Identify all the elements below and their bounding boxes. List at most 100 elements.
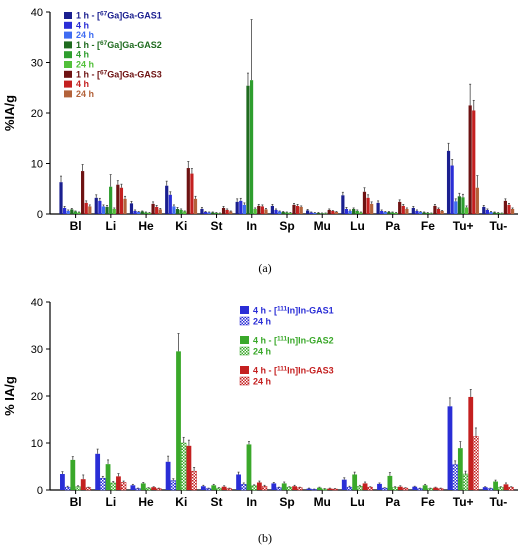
bar: [236, 474, 241, 490]
bar: [64, 486, 71, 491]
bar: [362, 483, 368, 490]
x-tick-label: He: [138, 219, 154, 233]
bar: [327, 209, 331, 214]
legend-label: 24 h: [253, 347, 271, 357]
panel-caption: (b): [258, 531, 272, 545]
bar: [276, 487, 282, 491]
bar: [447, 406, 453, 490]
bar: [412, 486, 418, 490]
bar: [151, 487, 157, 490]
bar: [200, 208, 204, 214]
bar: [489, 211, 493, 214]
bar: [454, 201, 458, 214]
bar: [433, 487, 438, 490]
legend-label: 4 h - [111In]In-GAS2: [253, 335, 334, 346]
y-axis-label: % IA/g: [2, 376, 17, 416]
bar: [508, 486, 514, 491]
bar: [216, 487, 222, 491]
bar: [181, 442, 187, 491]
bar: [313, 212, 317, 214]
bar: [324, 213, 328, 214]
bar: [147, 212, 152, 214]
bar: [260, 206, 264, 214]
bar: [292, 204, 296, 214]
bar: [205, 488, 212, 491]
bar: [468, 105, 472, 214]
x-tick-label: Mu: [314, 495, 331, 509]
bar: [352, 474, 358, 490]
bar: [81, 171, 85, 214]
bar: [344, 208, 349, 214]
legend-swatch: [64, 31, 72, 39]
bar: [392, 486, 398, 491]
bar: [211, 212, 215, 214]
bar: [221, 207, 226, 214]
bar: [274, 209, 278, 214]
bar: [390, 212, 395, 214]
bar: [503, 484, 509, 490]
y-tick-label: 0: [37, 485, 43, 497]
bar: [485, 209, 489, 214]
bar: [109, 186, 113, 214]
bar: [155, 206, 159, 214]
bar: [418, 211, 423, 214]
legend-label: 24 h: [253, 377, 271, 387]
bar: [306, 488, 312, 490]
bar: [200, 486, 206, 490]
x-tick-label: Tu+: [453, 495, 474, 509]
bar: [85, 487, 92, 491]
bar: [346, 486, 353, 491]
bar: [397, 486, 403, 490]
x-tick-label: Sp: [279, 495, 294, 509]
bar: [341, 479, 347, 490]
bar: [70, 209, 74, 214]
x-tick-label: Li: [106, 219, 117, 233]
y-axis-label: %IA/g: [2, 95, 17, 131]
x-tick-label: Fe: [421, 219, 435, 233]
bar: [452, 464, 458, 491]
bar: [475, 187, 479, 214]
bar: [429, 213, 433, 214]
bar: [183, 211, 187, 214]
bar: [367, 486, 373, 491]
bar: [98, 200, 102, 214]
bar: [77, 212, 81, 214]
bar: [387, 475, 393, 490]
bar: [341, 195, 345, 214]
x-tick-label: Bl: [70, 219, 82, 233]
x-tick-label: Pa: [385, 495, 400, 509]
legend-label: 1 h - [67Ga]Ga-GAS3: [76, 69, 162, 80]
x-tick-label: St: [211, 219, 223, 233]
bar: [60, 474, 65, 490]
bar: [256, 482, 262, 490]
legend-swatch: [64, 61, 72, 68]
x-tick-label: Lu: [350, 219, 365, 233]
bar: [332, 488, 338, 491]
x-tick-label: Mu: [314, 219, 331, 233]
bar: [172, 206, 176, 214]
bar: [398, 201, 402, 214]
bar: [242, 204, 246, 214]
bar: [503, 200, 507, 214]
bar: [135, 488, 141, 491]
x-tick-label: Sp: [279, 219, 294, 233]
bar: [144, 212, 148, 214]
bar: [158, 209, 162, 214]
bar: [105, 464, 111, 490]
bar: [422, 212, 426, 214]
bar: [401, 205, 405, 214]
bar: [59, 182, 63, 214]
bar: [440, 210, 444, 214]
bar: [316, 212, 321, 214]
bar: [214, 212, 218, 214]
legend-swatch: [240, 306, 249, 314]
x-tick-label: Pa: [385, 219, 400, 233]
bar: [165, 461, 171, 490]
bar: [193, 198, 198, 214]
legend-swatch: [64, 41, 72, 49]
bar: [487, 488, 494, 491]
bar: [461, 197, 465, 214]
bar: [218, 213, 222, 214]
x-tick-label: St: [211, 495, 223, 509]
bar: [426, 212, 430, 214]
